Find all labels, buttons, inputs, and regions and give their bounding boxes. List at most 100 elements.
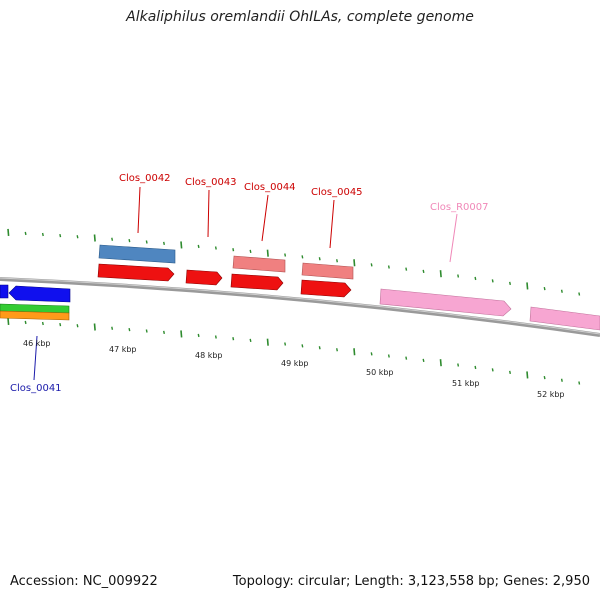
scale-label-46: 46 kbp [23, 339, 51, 348]
feature-orange-track[interactable] [0, 310, 70, 321]
outer-ring-tick [578, 292, 581, 296]
outer-ring-tick [543, 286, 546, 291]
outer-ring-tick [318, 257, 321, 261]
feature-clos-0045-gene[interactable] [301, 262, 354, 280]
scale-label-49: 49 kbp [281, 359, 309, 368]
outer-ring-tick [197, 244, 200, 249]
outer-ring-tick [24, 231, 27, 236]
inner-ring-tick [474, 365, 477, 370]
outer-tick-ring [7, 228, 581, 296]
inner-ring-tick [59, 322, 62, 327]
feature-clos-r0007[interactable] [379, 288, 512, 317]
inner-ring-tick [7, 317, 10, 326]
outer-ring-tick [59, 233, 62, 238]
outer-ring-tick [128, 238, 131, 243]
inner-ring-tick [526, 371, 529, 379]
outer-ring-tick [111, 237, 114, 241]
inner-ring-tick [93, 323, 96, 331]
gene-label-clos-0042[interactable]: Clos_0042 [119, 173, 171, 184]
feature-pink-right[interactable] [529, 306, 600, 331]
outer-ring-tick [491, 279, 494, 283]
outer-ring-tick [284, 253, 287, 257]
outer-ring-tick [93, 234, 96, 242]
inner-ring-tick [370, 352, 373, 356]
outer-ring-tick [422, 269, 425, 274]
outer-ring-tick [249, 249, 252, 254]
gene-label-clos-0043[interactable]: Clos_0043 [185, 177, 237, 188]
feature-clos-0044-cds[interactable] [230, 273, 284, 291]
outer-ring-tick [439, 270, 442, 278]
outer-ring-tick [560, 289, 563, 293]
outer-ring-tick [405, 267, 408, 271]
outer-ring-tick [370, 263, 373, 267]
outer-ring-tick [526, 282, 529, 290]
inner-ring-tick [41, 321, 44, 326]
callout-lines [33, 186, 458, 381]
inner-ring-tick [353, 348, 356, 356]
inner-tick-ring [7, 317, 581, 385]
inner-ring-tick [163, 330, 165, 335]
outer-ring-tick [336, 259, 338, 263]
scale-label-50: 50 kbp [366, 368, 394, 377]
feature-clos-0042-cds[interactable] [97, 263, 175, 282]
feature-clos-0043-cds[interactable] [185, 269, 223, 286]
inner-ring-tick [24, 320, 27, 325]
outer-ring-tick [232, 248, 235, 252]
outer-ring-tick [41, 232, 44, 237]
gene-label-clos-0045[interactable]: Clos_0045 [311, 187, 363, 198]
outer-ring-tick [266, 249, 269, 257]
inner-ring-tick [111, 326, 114, 330]
feature-tracks [0, 244, 600, 331]
inner-ring-tick [422, 358, 425, 363]
outer-ring-tick [474, 276, 477, 281]
genome-backbone-highlight [0, 277, 600, 335]
inner-ring-tick [457, 363, 460, 367]
inner-ring-tick [318, 346, 321, 350]
inner-ring-tick [214, 335, 217, 339]
accession-label: Accession: NC_009922 [10, 574, 158, 589]
inner-ring-tick [145, 329, 148, 333]
feature-clos-0045-cds[interactable] [300, 279, 352, 298]
feature-clos-0041-cds[interactable] [0, 284, 9, 299]
genome-backbone [0, 277, 600, 337]
outer-ring-tick [145, 240, 148, 244]
scale-label-52: 52 kbp [537, 390, 565, 399]
genome-title: Alkaliphilus oremlandii OhILAs, complete… [126, 9, 474, 25]
scale-label-47: 47 kbp [109, 345, 137, 354]
outer-ring-tick [457, 274, 460, 278]
inner-ring-tick [301, 344, 304, 348]
inner-ring-tick [491, 368, 494, 372]
outer-ring-tick [353, 259, 356, 267]
inner-ring-tick [336, 348, 338, 352]
inner-ring-tick [197, 333, 200, 338]
gene-label-clos-0041[interactable]: Clos_0041 [10, 383, 62, 394]
scale-labels: 46 kbp 47 kbp 48 kbp 49 kbp 50 kbp 51 kb… [23, 339, 565, 399]
gene-labels: Clos_0042 Clos_0043 Clos_0044 Clos_0045 … [10, 173, 489, 394]
outer-ring-tick [387, 265, 390, 269]
inner-ring-tick [249, 338, 252, 343]
inner-ring-tick [266, 338, 269, 346]
outer-ring-tick [7, 228, 10, 237]
gene-label-clos-r0007[interactable]: Clos_R0007 [430, 202, 489, 213]
feature-clos-0041-cds-2[interactable] [8, 285, 71, 303]
scale-label-51: 51 kbp [452, 379, 480, 388]
inner-ring-tick [509, 370, 511, 375]
outer-ring-tick [76, 235, 79, 239]
inner-ring-tick [128, 327, 131, 332]
outer-ring-tick [509, 281, 511, 286]
gene-label-clos-0044[interactable]: Clos_0044 [244, 182, 296, 193]
scale-label-48: 48 kbp [195, 351, 223, 360]
inner-ring-tick [76, 324, 79, 328]
outer-ring-tick [163, 241, 165, 246]
inner-ring-tick [180, 330, 183, 338]
feature-clos-0044-gene[interactable] [232, 255, 286, 273]
inner-ring-tick [439, 359, 442, 367]
feature-clos-0042-gene[interactable] [98, 244, 176, 264]
inner-ring-tick [284, 342, 287, 346]
outer-ring-tick [180, 241, 183, 249]
inner-ring-tick [232, 337, 235, 341]
outer-ring-tick [214, 246, 217, 250]
outer-ring-tick [301, 255, 304, 259]
inner-ring-tick [578, 381, 581, 385]
